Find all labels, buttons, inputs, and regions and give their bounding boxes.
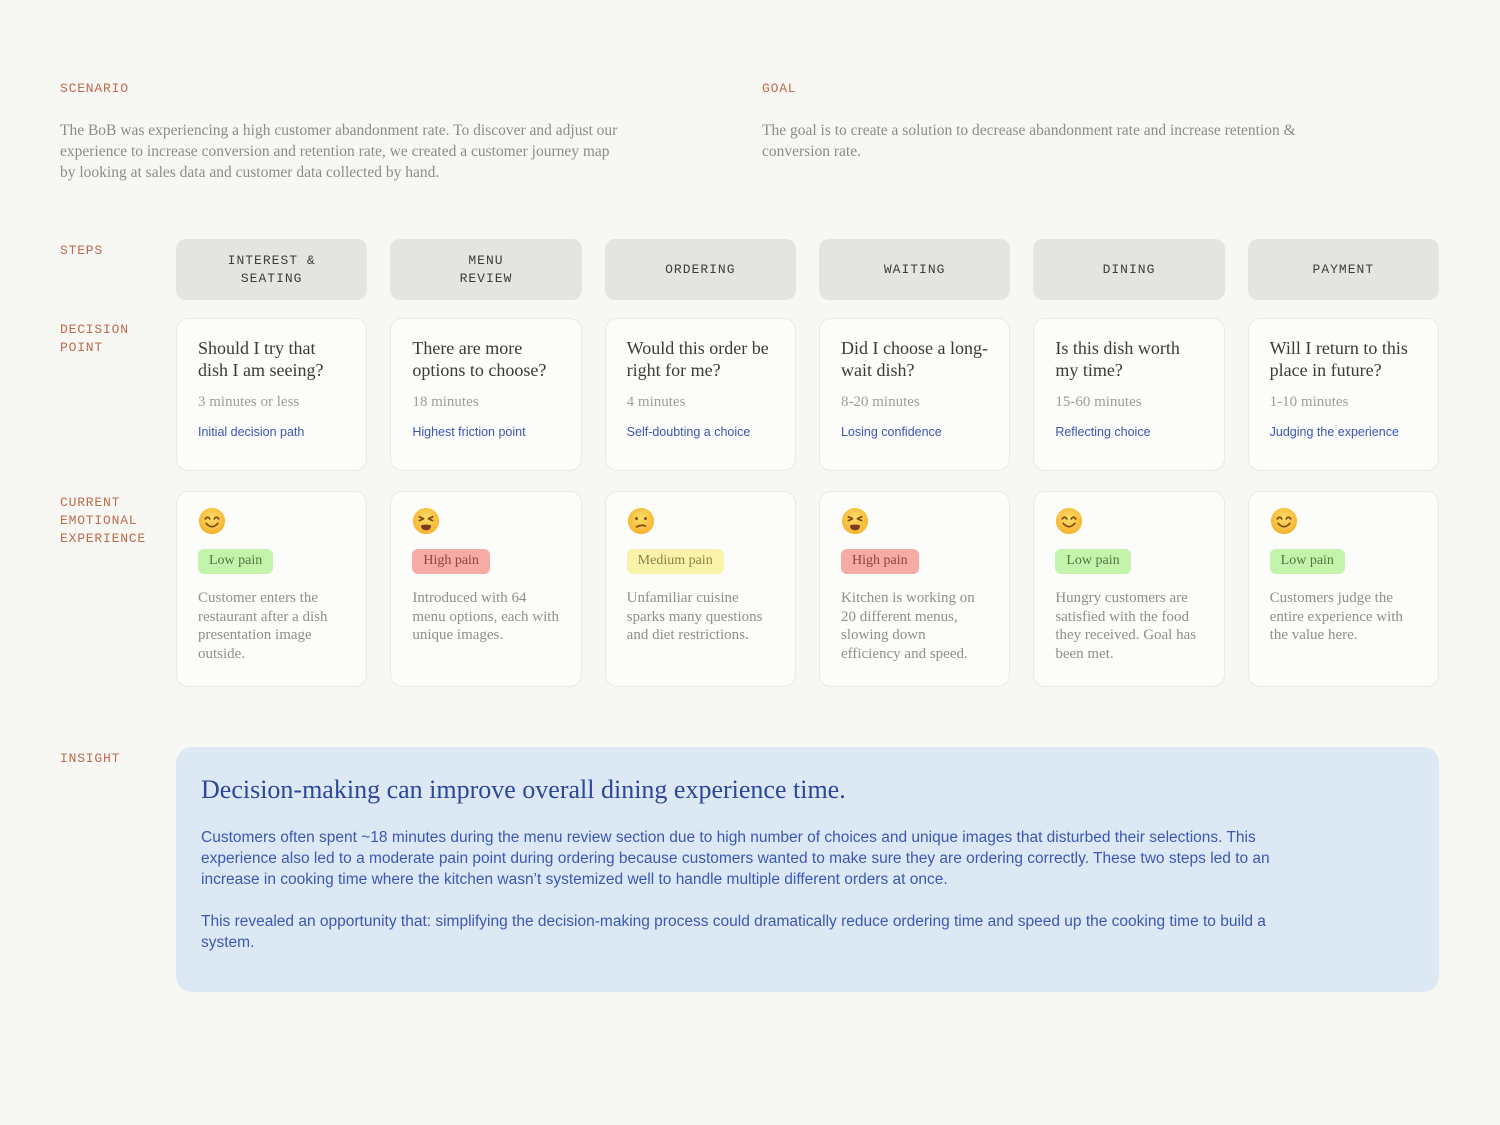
insight-paragraph: This revealed an opportunity that: simpl…	[201, 913, 1266, 951]
goal-section: GOAL The goal is to create a solution to…	[762, 80, 1342, 183]
decision-card-ordering: Would this order be right for me? 4 minu…	[604, 318, 796, 471]
decision-tag: Highest friction point	[412, 425, 526, 439]
emotion-grid: Low pain Customer enters the restaurant …	[176, 491, 1439, 687]
step-pill-waiting: WAITING	[818, 239, 1011, 300]
decision-question: Is this dish worth my time?	[1055, 338, 1180, 380]
scenario-text: The BoB was experiencing a high customer…	[60, 122, 618, 181]
decision-card-menu-review: There are more options to choose? 18 min…	[390, 318, 582, 471]
decision-tag: Judging the experience	[1269, 425, 1399, 439]
emotion-description: Hungry customers are satisfied with the …	[1055, 590, 1197, 662]
insight-box: Decision-making can improve overall dini…	[176, 747, 1439, 992]
decision-tag: Losing confidence	[840, 425, 942, 439]
header-section: SCENARIO The BoB was experiencing a high…	[60, 80, 1439, 183]
decision-card-dining: Is this dish worth my time? 15-60 minute…	[1033, 318, 1225, 471]
emotion-description: Introduced with 64 menu options, each wi…	[412, 590, 559, 644]
pain-level-badge: Low pain	[1269, 549, 1345, 575]
steps-row: STEPS INTEREST & SEATING MENU REVIEW ORDER…	[60, 239, 1439, 300]
pain-level-badge: High pain	[412, 549, 490, 575]
emotion-description: Customer enters the restaurant after a d…	[198, 590, 328, 662]
decision-duration: 8-20 minutes	[840, 394, 920, 410]
emotion-card-menu-review: High pain Introduced with 64 menu option…	[390, 491, 582, 687]
decision-question: Will I return to this place in future?	[1269, 338, 1408, 380]
decision-tag: Self-doubting a choice	[626, 425, 751, 439]
step-pill-payment: PAYMENT	[1247, 239, 1439, 300]
pain-level-badge: Low pain	[198, 549, 274, 575]
decision-question: Should I try that dish I am seeing?	[198, 338, 324, 380]
emotion-description: Unfamiliar cuisine sparks many questions…	[626, 590, 763, 644]
insight-paragraph: Customers often spent ~18 minutes during…	[201, 829, 1270, 888]
steps-grid: INTEREST & SEATING MENU REVIEW ORDERING WAI…	[176, 239, 1439, 300]
step-pill-interest-seating: INTEREST & SEATING	[176, 239, 368, 300]
pain-level-badge: High pain	[840, 549, 919, 575]
step-pill-dining: DINING	[1033, 239, 1225, 300]
step-pill-label: ORDERING	[665, 261, 736, 277]
decision-grid: Should I try that dish I am seeing? 3 mi…	[176, 318, 1439, 471]
tired-face-emoji-icon	[412, 507, 440, 535]
decision-point-row: DECISION POINT Should I try that dish I …	[60, 318, 1439, 471]
step-pill-label: PAYMENT	[1312, 261, 1375, 277]
emotion-card-payment: Low pain Customers judge the entire expe…	[1247, 491, 1439, 687]
confused-face-emoji-icon	[627, 507, 655, 535]
decision-tag: Reflecting choice	[1055, 425, 1151, 439]
emotion-description: Kitchen is working on 20 different menus…	[840, 590, 975, 662]
decision-duration: 15-60 minutes	[1055, 394, 1142, 410]
insight-row: INSIGHT Decision-making can improve over…	[60, 747, 1439, 992]
emotion-description: Customers judge the entire experience wi…	[1269, 590, 1403, 644]
step-pill-label: INTEREST & SEATING	[227, 252, 316, 286]
insight-row-label: INSIGHT	[60, 751, 121, 766]
decision-duration: 4 minutes	[626, 394, 686, 410]
decision-card-waiting: Did I choose a long-wait dish? 8-20 minu…	[818, 318, 1011, 471]
emotional-experience-row-label: CURRENT EMOTIONAL EXPERIENCE	[60, 495, 147, 546]
goal-text: The goal is to create a solution to decr…	[762, 122, 1296, 160]
decision-duration: 3 minutes or less	[198, 394, 300, 410]
step-pill-label: WAITING	[883, 261, 946, 277]
scenario-label: SCENARIO	[60, 81, 129, 96]
scenario-section: SCENARIO The BoB was experiencing a high…	[60, 80, 620, 183]
step-pill-ordering: ORDERING	[604, 239, 796, 300]
insight-body: Customers often spent ~18 minutes during…	[201, 827, 1296, 953]
smiling-face-emoji-icon	[198, 507, 226, 535]
emotion-card-ordering: Medium pain Unfamiliar cuisine sparks ma…	[604, 491, 796, 687]
decision-question: Did I choose a long-wait dish?	[840, 338, 988, 380]
steps-row-label: STEPS	[60, 243, 104, 258]
step-pill-menu-review: MENU REVIEW	[390, 239, 582, 300]
emotion-card-interest-seating: Low pain Customer enters the restaurant …	[176, 491, 368, 687]
decision-duration: 1-10 minutes	[1269, 394, 1349, 410]
step-pill-label: DINING	[1102, 261, 1156, 277]
decision-tag: Initial decision path	[198, 425, 305, 439]
decision-card-payment: Will I return to this place in future? 1…	[1247, 318, 1439, 471]
emotional-experience-row: CURRENT EMOTIONAL EXPERIENCE Low pain Cu…	[60, 491, 1439, 687]
smiling-face-emoji-icon	[1055, 507, 1083, 535]
tired-face-emoji-icon	[841, 507, 869, 535]
smiling-face-emoji-icon	[1270, 507, 1298, 535]
decision-question: Would this order be right for me?	[626, 338, 769, 380]
insight-title: Decision-making can improve overall dini…	[201, 775, 846, 804]
decision-duration: 18 minutes	[412, 394, 479, 410]
decision-card-interest-seating: Should I try that dish I am seeing? 3 mi…	[176, 318, 368, 471]
decision-question: There are more options to choose?	[412, 338, 547, 380]
emotion-card-waiting: High pain Kitchen is working on 20 diffe…	[818, 491, 1011, 687]
emotion-card-dining: Low pain Hungry customers are satisfied …	[1033, 491, 1225, 687]
step-pill-label: MENU REVIEW	[459, 252, 513, 286]
pain-level-badge: Low pain	[1055, 549, 1131, 575]
goal-label: GOAL	[762, 81, 797, 96]
pain-level-badge: Medium pain	[626, 549, 724, 575]
decision-point-row-label: DECISION POINT	[60, 322, 129, 355]
